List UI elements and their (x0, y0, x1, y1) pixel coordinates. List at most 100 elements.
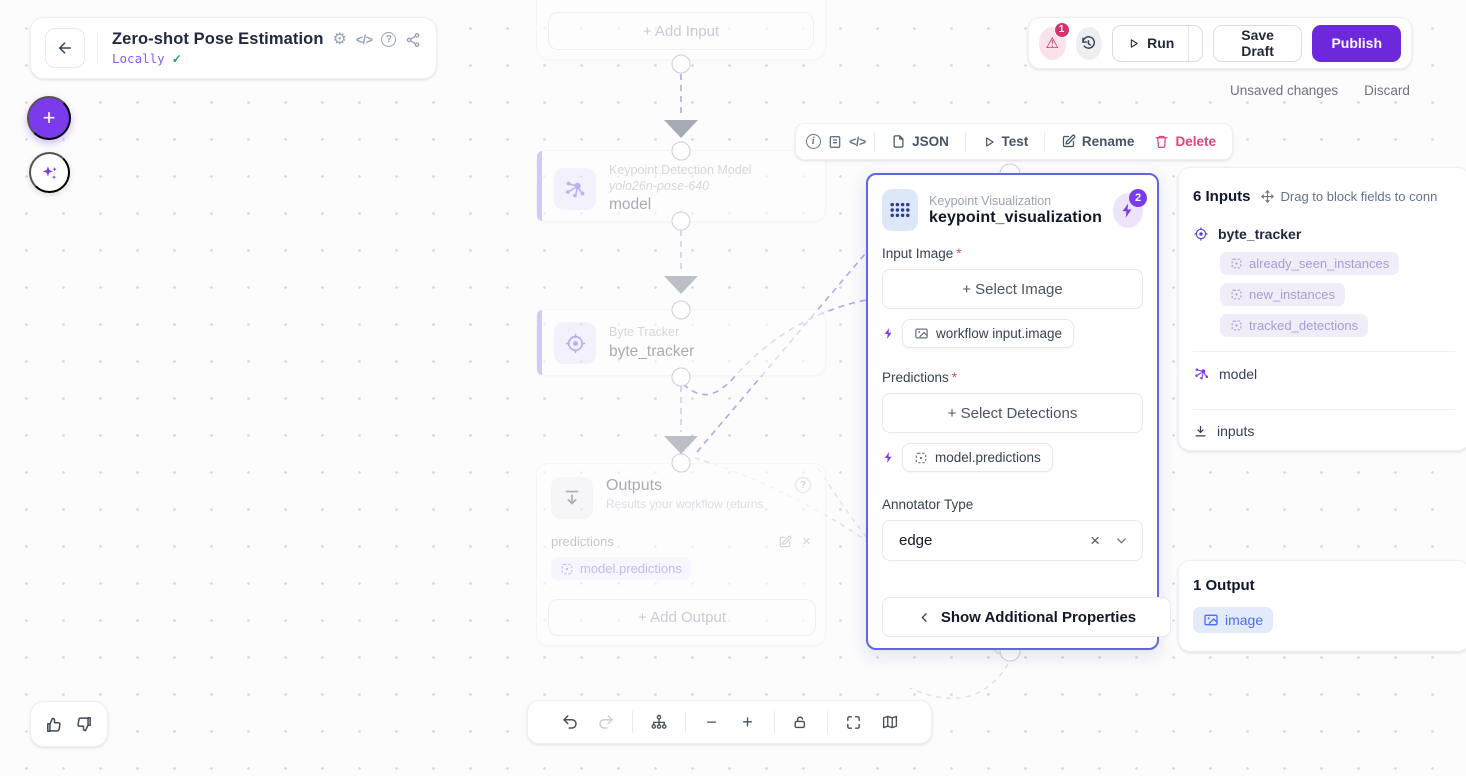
check-icon: ✓ (171, 51, 182, 66)
select-image-button[interactable]: + Select Image (882, 269, 1143, 309)
draggable-output-chip[interactable]: new_instances (1220, 283, 1345, 306)
auto-layout-button[interactable] (644, 708, 674, 736)
rename-button[interactable]: Rename (1053, 134, 1143, 149)
inputs-panel: 6 Inputs Drag to block fields to conn by… (1178, 167, 1466, 451)
input-image-binding-chip[interactable]: workflow input.image (902, 319, 1075, 348)
code-icon[interactable]: </> (355, 32, 373, 47)
image-icon (914, 326, 929, 341)
run-button[interactable]: Run (1113, 26, 1188, 61)
outputs-panel: 1 Output image (1178, 560, 1466, 652)
block-context-toolbar: i </> JSON Test Rename Delete (795, 123, 1233, 160)
zoom-in-button[interactable]: + (742, 711, 753, 732)
gear-icon[interactable]: ⚙ (332, 30, 347, 48)
annotator-type-value: edge (899, 532, 933, 549)
predictions-label: Predictions * (882, 370, 958, 385)
warnings-button[interactable]: ⚠ 1 (1039, 21, 1070, 60)
info-icon[interactable]: i (804, 129, 822, 155)
model-icon (1193, 365, 1210, 382)
top-action-toolbar: ⚠ 1 Run Save Draft Publish (1028, 17, 1412, 69)
chevron-down-icon (1199, 36, 1202, 50)
edit-output-icon[interactable] (778, 535, 792, 549)
input-group-byte-tracker[interactable]: byte_tracker (1193, 226, 1466, 242)
draggable-output-chip[interactable]: tracked_detections (1220, 314, 1369, 337)
feedback-card (30, 701, 108, 747)
input-node[interactable]: + Add Input (536, 0, 826, 60)
help-icon[interactable]: ? (795, 477, 811, 493)
drag-hint: Drag to block fields to conn (1260, 189, 1437, 204)
unsaved-changes-label: Unsaved changes (1230, 83, 1339, 98)
history-button[interactable] (1075, 26, 1103, 60)
add-block-button[interactable]: + (27, 96, 71, 140)
test-button[interactable]: Test (974, 134, 1037, 149)
select-detections-button[interactable]: + Select Detections (882, 393, 1143, 433)
connection-handle[interactable] (671, 453, 691, 473)
json-button[interactable]: JSON (883, 134, 957, 149)
remove-output-icon[interactable]: × (802, 533, 811, 550)
redo-button[interactable] (591, 708, 621, 736)
warning-icon: ⚠ (1045, 34, 1059, 52)
keypoint-visualization-node[interactable]: Keypoint Visualization keypoint_visualiz… (866, 173, 1171, 650)
input-group-model[interactable]: model (1193, 352, 1466, 395)
workflow-header: Zero-shot Pose Estimation ⚙ </> ? Locall… (30, 17, 437, 79)
ai-assistant-button[interactable] (29, 152, 70, 193)
canvas-controls-toolbar: − + (527, 700, 932, 744)
annotator-type-select[interactable]: edge × (882, 520, 1143, 561)
outputs-subtitle: Results your workflow returns (606, 497, 764, 511)
input-image-label: Input Image * (882, 246, 962, 261)
clear-selection-icon[interactable]: × (1090, 531, 1100, 550)
inputs-panel-title: 6 Inputs (1193, 188, 1251, 205)
docs-icon[interactable] (826, 129, 844, 155)
node-name: model (609, 196, 652, 214)
minimap-button[interactable] (875, 708, 905, 736)
back-button[interactable] (45, 28, 85, 68)
output-field-label: predictions (551, 534, 614, 549)
detections-icon (914, 451, 928, 465)
fit-view-button[interactable] (839, 708, 869, 736)
zoom-out-button[interactable]: − (706, 711, 717, 732)
connections-bolt-icon[interactable]: 2 (1112, 188, 1147, 228)
discard-link[interactable]: Discard (1364, 83, 1410, 98)
chevron-down-icon[interactable] (1114, 533, 1129, 548)
output-image-chip[interactable]: image (1193, 607, 1274, 633)
keypoints-grid-icon (882, 189, 919, 231)
connection-handle[interactable] (671, 54, 691, 74)
connections-count-badge: 2 (1129, 188, 1147, 207)
show-additional-properties-button[interactable]: Show Additional Properties (882, 597, 1171, 637)
outputs-node[interactable]: Outputs Results your workflow returns ? … (536, 463, 826, 646)
add-input-button[interactable]: + Add Input (548, 12, 814, 50)
connection-handle[interactable] (671, 141, 691, 161)
connection-handle[interactable] (671, 211, 691, 231)
block-type-label: Keypoint Visualization (929, 193, 1052, 208)
target-icon (1193, 226, 1209, 242)
undo-button[interactable] (555, 708, 585, 736)
run-options-dropdown[interactable] (1188, 25, 1202, 61)
draggable-output-chip[interactable]: already_seen_instances (1220, 252, 1400, 275)
node-type-label: Keypoint Detection Model (609, 163, 752, 177)
output-binding-chip[interactable]: model.predictions (551, 557, 691, 580)
help-icon[interactable]: ? (381, 32, 397, 47)
bolt-icon (882, 451, 895, 464)
save-draft-button[interactable]: Save Draft (1212, 24, 1303, 62)
input-group-inputs[interactable]: inputs (1193, 410, 1466, 450)
lock-toggle-button[interactable] (786, 708, 816, 736)
node-model-id: yolo26n-pose-640 (609, 178, 710, 193)
node-accent-bar (537, 310, 542, 375)
add-output-button[interactable]: + Add Output (548, 599, 816, 636)
delete-button[interactable]: Delete (1146, 134, 1224, 149)
chevron-left-icon (917, 610, 932, 625)
target-icon (554, 322, 596, 364)
connection-handle[interactable] (671, 367, 691, 387)
model-node[interactable]: Keypoint Detection Model yolo26n-pose-64… (536, 150, 826, 222)
outputs-title: Outputs (606, 477, 663, 494)
node-accent-bar (537, 151, 542, 221)
code-icon[interactable]: </> (849, 134, 866, 149)
byte-tracker-node[interactable]: Byte Tracker byte_tracker (536, 309, 826, 376)
run-button-group: Run (1112, 24, 1203, 62)
share-icon[interactable] (405, 32, 421, 48)
predictions-binding-chip[interactable]: model.predictions (902, 443, 1053, 472)
thumbs-down-icon[interactable] (75, 715, 94, 734)
connection-handle[interactable] (671, 300, 691, 320)
thumbs-up-icon[interactable] (44, 715, 63, 734)
publish-button[interactable]: Publish (1312, 24, 1401, 62)
